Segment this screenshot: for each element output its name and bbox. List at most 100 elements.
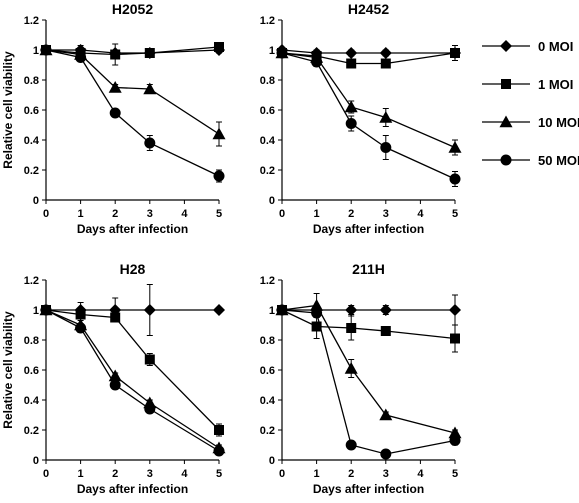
series-line	[281, 304, 456, 434]
data-point	[379, 111, 393, 123]
data-point	[346, 58, 357, 69]
y-tick-label: 1.2	[24, 275, 39, 287]
legend-marker-triangle-icon	[499, 115, 513, 128]
data-point	[214, 42, 224, 52]
y-axis-label: Relative cell viability	[1, 311, 15, 429]
data-point	[213, 170, 225, 182]
data-point	[108, 369, 122, 382]
data-point	[144, 403, 156, 415]
x-tick-label: 5	[216, 468, 222, 480]
legend: 0 MOI 1 MOI 10 MOI 50 MOI	[482, 39, 579, 168]
data-point	[345, 118, 357, 129]
series-line	[45, 49, 220, 177]
y-tick-label: 0.8	[24, 75, 39, 87]
data-point	[311, 307, 323, 319]
x-axis-label: Days after infection	[313, 222, 424, 236]
legend-entry-50-moi: 50 MOI	[482, 153, 579, 168]
y-tick-label: 0.8	[260, 335, 275, 347]
series-0-moi	[40, 284, 225, 336]
data-point	[448, 141, 462, 153]
x-tick-label: 2	[348, 468, 354, 480]
y-tick-label: 0.4	[260, 395, 276, 407]
data-point	[213, 445, 225, 457]
y-tick-label: 1	[269, 45, 275, 57]
x-tick-label: 3	[383, 468, 389, 480]
x-tick-label: 0	[43, 468, 49, 480]
x-tick-label: 0	[279, 208, 285, 220]
data-point	[450, 333, 460, 344]
data-point	[344, 362, 358, 374]
x-tick-label: 1	[78, 208, 84, 220]
y-tick-label: 0.4	[24, 395, 40, 407]
chart-panel-h2452: H2452 0 0.2 0.4 0.6 0.8 1 1.2 0 1 2 3 4 5 Days after i…	[260, 1, 462, 236]
data-point	[449, 435, 461, 446]
data-point	[346, 323, 357, 333]
series-line	[45, 309, 220, 431]
x-tick-label: 5	[216, 208, 222, 220]
series-50-moi	[40, 44, 225, 183]
data-point	[345, 439, 357, 451]
chart-title: H28	[120, 261, 146, 277]
x-axis-label: Days after infection	[77, 222, 188, 236]
data-point	[380, 448, 392, 460]
chart-title: H2052	[112, 1, 153, 17]
chart-panel-h2052: H2052 0 0.2 0.4 0.6 0.8 1 1.2 0 1 2 3 4 5 Days after i…	[1, 1, 226, 236]
data-point	[379, 408, 393, 421]
legend-label: 10 MOI	[538, 115, 579, 130]
x-tick-label: 4	[181, 208, 188, 220]
data-point	[109, 107, 121, 119]
legend-entry-0-moi: 0 MOI	[482, 39, 573, 54]
data-point	[75, 52, 87, 63]
legend-marker-circle-icon	[500, 154, 512, 166]
x-tick-label: 1	[78, 468, 84, 480]
data-point	[144, 137, 156, 149]
data-point	[311, 56, 323, 68]
y-tick-label: 0.2	[24, 425, 39, 437]
y-tick-label: 1	[33, 305, 39, 317]
data-point	[276, 47, 288, 59]
y-tick-label: 1.2	[260, 275, 275, 287]
legend-marker-square-icon	[501, 79, 511, 89]
series-1-moi	[41, 305, 224, 437]
series-line	[45, 309, 220, 452]
series-10-moi	[39, 43, 226, 147]
data-point	[379, 304, 392, 316]
y-tick-label: 0.6	[260, 365, 275, 377]
x-tick-label: 3	[147, 468, 153, 480]
x-tick-label: 1	[314, 468, 320, 480]
chart-title: H2452	[348, 1, 389, 17]
data-point	[213, 304, 225, 316]
y-tick-label: 1.2	[24, 15, 39, 27]
x-tick-label: 0	[43, 208, 49, 220]
x-tick-label: 4	[417, 208, 424, 220]
series-50-moi	[276, 304, 461, 460]
series-line	[45, 49, 220, 135]
data-point	[276, 304, 288, 316]
data-point	[450, 48, 460, 58]
x-tick-label: 1	[314, 208, 320, 220]
y-tick-label: 0.2	[260, 425, 275, 437]
y-tick-label: 0.4	[24, 135, 40, 147]
chart-panel-211h: 211H 0 0.2 0.4 0.6 0.8 1 1.2 0 1 2 3 4 5 Days after in…	[260, 261, 462, 496]
x-tick-label: 4	[417, 468, 424, 480]
series-line	[45, 309, 220, 449]
y-tick-label: 0	[33, 455, 39, 467]
x-tick-label: 3	[147, 208, 153, 220]
chart-panels: H2052 0 0.2 0.4 0.6 0.8 1 1.2 0 1 2 3 4 5 Days after i…	[1, 1, 462, 496]
y-tick-label: 0.8	[260, 75, 275, 87]
data-point	[448, 426, 462, 439]
legend-label: 1 MOI	[538, 77, 573, 92]
x-tick-label: 2	[348, 208, 354, 220]
data-point	[144, 354, 155, 365]
y-tick-label: 0.2	[260, 165, 275, 177]
series-50-moi	[276, 47, 461, 187]
y-tick-label: 0	[269, 455, 275, 467]
x-tick-label: 2	[112, 468, 118, 480]
data-point	[110, 49, 121, 60]
legend-entry-10-moi: 10 MOI	[482, 115, 579, 130]
series-10-moi	[275, 293, 462, 439]
series-line	[281, 52, 456, 149]
series-10-moi	[275, 46, 462, 156]
